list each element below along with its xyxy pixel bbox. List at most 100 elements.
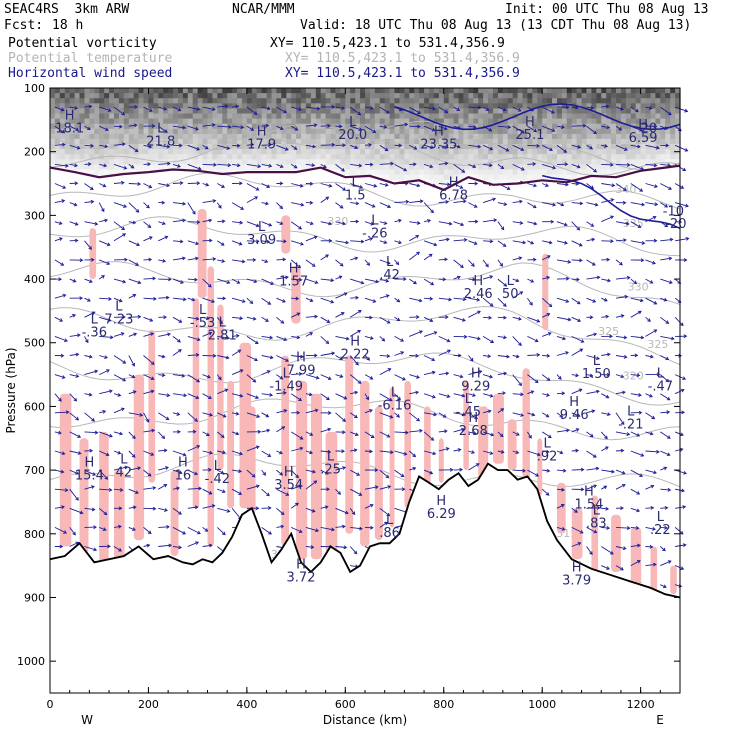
strat-cell (522, 133, 528, 140)
strat-cell (246, 128, 253, 135)
strat-cell (54, 154, 61, 160)
wind-arrowhead (299, 354, 304, 359)
wind-arrowhead (74, 106, 79, 110)
strat-cell (335, 93, 341, 99)
strat-cell (517, 123, 524, 130)
wind-arrowhead (596, 506, 601, 510)
wind-vector (438, 162, 448, 165)
extremum-mark: L (115, 300, 123, 315)
strat-cell (389, 108, 396, 115)
extremum-value: -.42 (205, 472, 230, 487)
strat-cell (448, 103, 455, 109)
wind-arrowhead (443, 126, 448, 131)
wind-vector (379, 106, 390, 114)
strat-cell (178, 103, 184, 109)
strat-cell (512, 123, 519, 130)
wind-arrowhead (358, 163, 363, 168)
strat-cell (128, 118, 135, 125)
strat-cell (227, 118, 233, 125)
strat-cell (301, 123, 307, 130)
strat-cell (561, 108, 568, 115)
wind-vector (99, 488, 112, 491)
wind-vector (84, 240, 92, 250)
strat-cell (522, 118, 528, 125)
strat-cell (483, 113, 489, 120)
wind-arrowhead (299, 183, 304, 188)
wind-vector (113, 106, 125, 116)
wind-arrowhead (609, 334, 613, 339)
wind-arrowhead (374, 485, 379, 490)
strat-cell (182, 123, 189, 130)
strat-cell (123, 103, 130, 109)
strat-cell (448, 113, 455, 120)
wind-arrowhead (668, 256, 673, 261)
strat-cell (345, 149, 351, 155)
wind-arrowhead (656, 449, 660, 454)
strat-cell (542, 118, 548, 125)
wind-arrowhead (208, 395, 212, 400)
wind-vector (231, 431, 239, 435)
wind-arrowhead (281, 426, 286, 430)
strat-cell (404, 118, 410, 125)
strat-cell (414, 154, 420, 160)
wind-arrowhead (137, 280, 142, 285)
wind-arrowhead (532, 257, 537, 262)
strat-cell (251, 118, 258, 125)
wind-arrowhead (447, 349, 451, 354)
wind-arrowhead (195, 241, 200, 246)
strat-cell (576, 118, 583, 125)
strat-cell (158, 118, 164, 125)
wind-vector (556, 125, 565, 128)
wind-arrowhead (459, 467, 463, 472)
wind-arrowhead (565, 276, 570, 281)
strat-cell (133, 149, 140, 155)
strat-cell (443, 98, 450, 104)
wind-arrowhead (255, 239, 260, 244)
wind-vector (217, 450, 226, 454)
wind-vector (527, 163, 536, 165)
wind-vector (54, 163, 69, 167)
wind-vector (84, 144, 94, 147)
wind-arrowhead (576, 164, 581, 169)
strat-cell (419, 98, 425, 104)
strat-cell (227, 164, 233, 171)
strat-cell (109, 123, 115, 130)
wind-vector (453, 374, 463, 378)
strat-cell (50, 159, 56, 165)
strat-cell (340, 133, 346, 140)
strat-cell (79, 103, 85, 109)
wind-arrowhead (109, 433, 113, 438)
strat-cell (345, 93, 351, 99)
strat-cell (384, 88, 391, 94)
wind-vector (246, 336, 259, 344)
pv-cell (522, 368, 530, 483)
wind-arrowhead (75, 352, 80, 357)
strat-cell (143, 88, 149, 94)
strat-cell (414, 144, 420, 150)
wind-arrowhead (387, 368, 392, 372)
extremum-mark: L (352, 175, 360, 190)
strat-cell (379, 118, 386, 125)
wind-speed-contour (542, 174, 681, 230)
strat-cell (483, 164, 489, 171)
wind-arrowhead (218, 376, 222, 381)
strat-cell (458, 123, 464, 130)
wind-vector (586, 355, 600, 360)
wind-vector (217, 125, 231, 128)
strat-cell (340, 88, 346, 94)
strat-cell (266, 138, 273, 145)
strat-cell (212, 159, 218, 165)
wind-arrowhead (343, 396, 348, 400)
wind-vector (172, 125, 186, 129)
strat-cell (148, 159, 154, 165)
wind-vector (482, 144, 493, 150)
wind-vector (438, 297, 452, 301)
strat-cell (148, 118, 154, 125)
wind-vector (601, 446, 609, 452)
strat-cell (611, 108, 617, 115)
strat-cell (409, 164, 415, 171)
strat-cell (242, 154, 248, 160)
strat-cell (118, 93, 125, 99)
wind-arrowhead (369, 106, 374, 110)
strat-cell (453, 133, 460, 140)
